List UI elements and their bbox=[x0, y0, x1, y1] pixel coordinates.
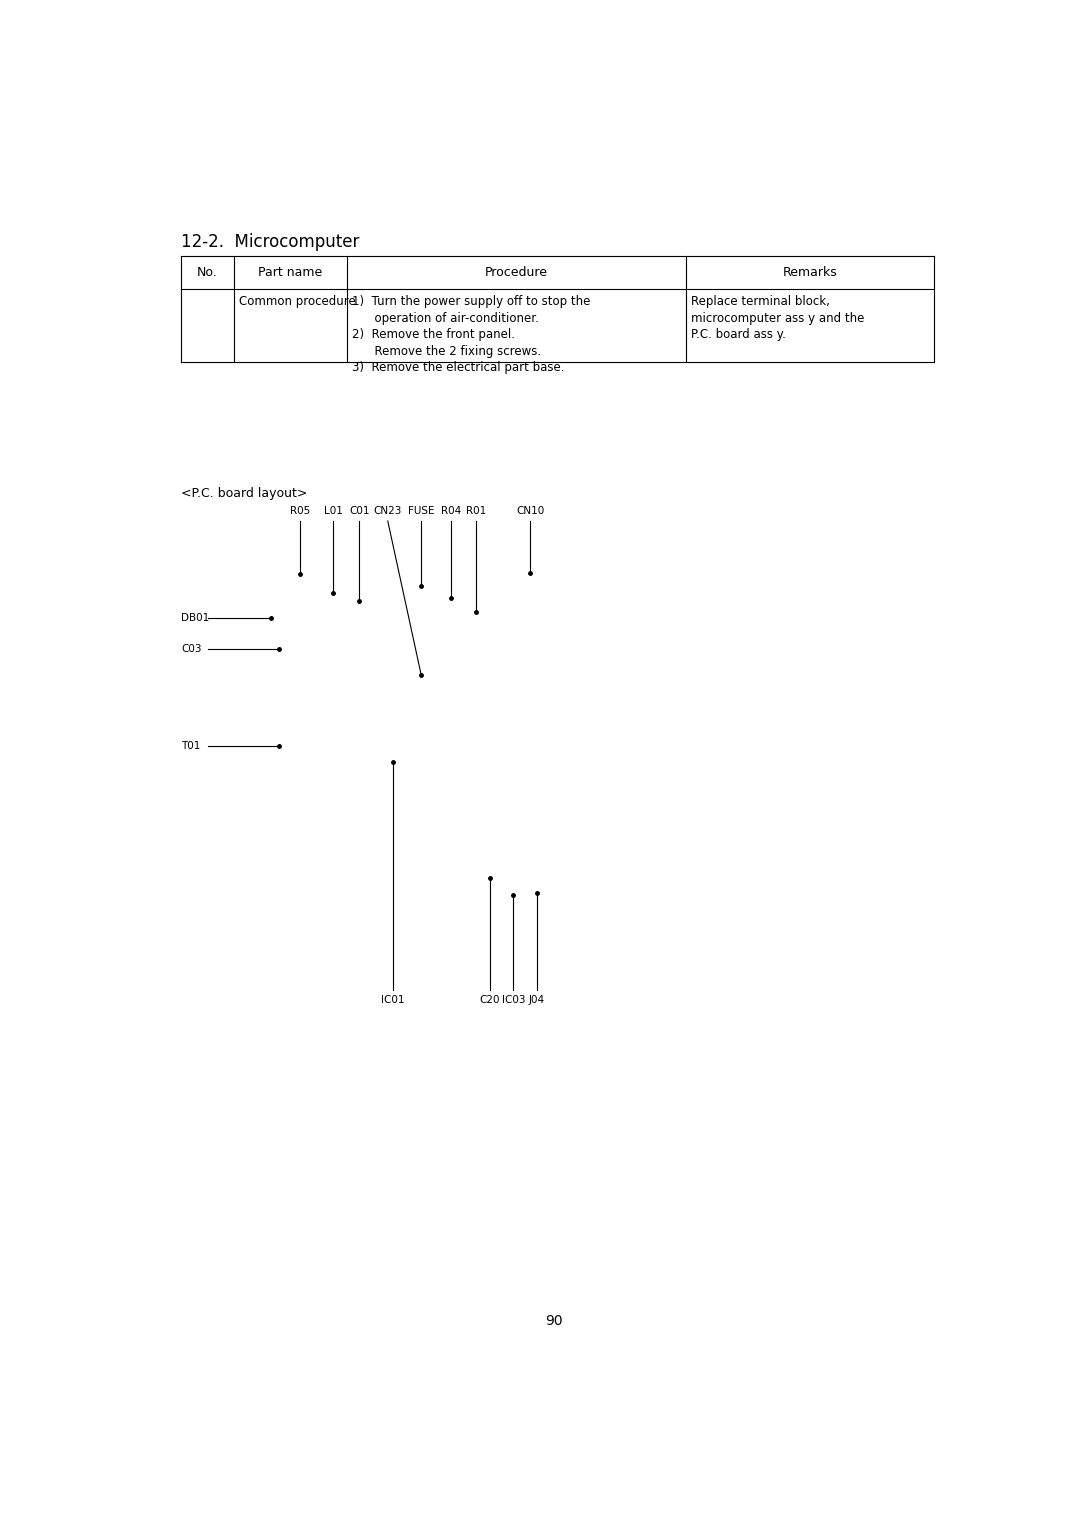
Text: L01: L01 bbox=[324, 506, 342, 516]
Text: C20: C20 bbox=[480, 995, 500, 1005]
Text: 12-2.  Microcomputer: 12-2. Microcomputer bbox=[181, 232, 360, 251]
Text: R01: R01 bbox=[467, 506, 487, 516]
Text: CN10: CN10 bbox=[516, 506, 544, 516]
Text: C01: C01 bbox=[349, 506, 369, 516]
Text: 1)  Turn the power supply off to stop the: 1) Turn the power supply off to stop the bbox=[352, 295, 590, 309]
Text: R04: R04 bbox=[442, 506, 461, 516]
Text: operation of air-conditioner.: operation of air-conditioner. bbox=[352, 312, 539, 324]
Text: IC01: IC01 bbox=[381, 995, 405, 1005]
Text: Remove the 2 fixing screws.: Remove the 2 fixing screws. bbox=[352, 344, 541, 358]
Text: Procedure: Procedure bbox=[485, 266, 548, 280]
Text: T01: T01 bbox=[181, 741, 201, 750]
Text: 90: 90 bbox=[544, 1314, 563, 1328]
Text: Replace terminal block,: Replace terminal block, bbox=[691, 295, 829, 309]
Text: R05: R05 bbox=[289, 506, 310, 516]
Text: No.: No. bbox=[197, 266, 218, 280]
Text: CN23: CN23 bbox=[374, 506, 402, 516]
Text: J04: J04 bbox=[529, 995, 544, 1005]
Text: microcomputer ass y and the: microcomputer ass y and the bbox=[691, 312, 864, 324]
Text: IC03: IC03 bbox=[501, 995, 525, 1005]
Text: C03: C03 bbox=[181, 645, 202, 654]
Text: P.C. board ass y.: P.C. board ass y. bbox=[691, 329, 785, 341]
Text: 2)  Remove the front panel.: 2) Remove the front panel. bbox=[352, 329, 515, 341]
Text: Common procedure: Common procedure bbox=[239, 295, 355, 309]
Text: Remarks: Remarks bbox=[783, 266, 837, 280]
Text: 3)  Remove the electrical part base.: 3) Remove the electrical part base. bbox=[352, 361, 564, 374]
Text: Part name: Part name bbox=[258, 266, 323, 280]
Text: FUSE: FUSE bbox=[408, 506, 434, 516]
Text: DB01: DB01 bbox=[181, 613, 210, 622]
Text: <P.C. board layout>: <P.C. board layout> bbox=[181, 487, 308, 500]
